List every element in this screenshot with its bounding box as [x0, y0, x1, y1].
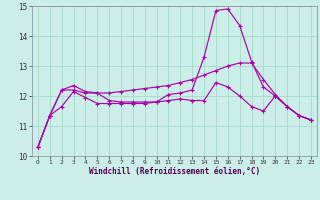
X-axis label: Windchill (Refroidissement éolien,°C): Windchill (Refroidissement éolien,°C): [89, 167, 260, 176]
